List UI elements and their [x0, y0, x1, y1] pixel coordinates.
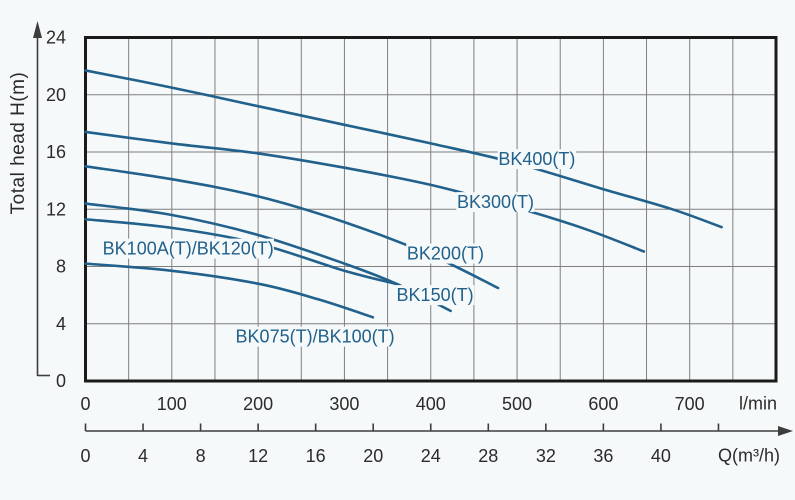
- y-axis-arrowhead: [33, 21, 42, 38]
- q-tick-label: 16: [306, 446, 326, 466]
- curve-label-bk150-t: BK150(T): [397, 285, 474, 305]
- curve-label-mask: [395, 285, 475, 306]
- x-tick-label-lmin: 600: [588, 394, 618, 414]
- x-tick-label-lmin: 100: [157, 394, 187, 414]
- q-tick-label: 36: [593, 446, 613, 466]
- q-tick-label: 32: [536, 446, 556, 466]
- curve-label-mask: [406, 243, 485, 264]
- curve-bk200-t: [84, 165, 500, 290]
- y-tick-label: 4: [56, 314, 66, 334]
- x-tick-label-lmin: 700: [675, 394, 705, 414]
- y-axis-title: Total head H(m): [8, 71, 29, 215]
- y-tick-label: 12: [46, 199, 66, 219]
- x-tick-label-lmin: 400: [416, 394, 446, 414]
- curve-bk400-t: [84, 69, 723, 229]
- q-tick-label: 24: [421, 446, 441, 466]
- curve-label-bk100a-t-bk120-t: BK100A(T)/BK120(T): [103, 239, 274, 259]
- y-tick-label: 16: [46, 142, 66, 162]
- q-tick-label: 40: [651, 446, 671, 466]
- x-axis-unit-lmin: l/min: [738, 393, 778, 414]
- curve-label-mask: [497, 149, 577, 170]
- y-tick-label: 24: [46, 28, 66, 48]
- curve-label-mask: [456, 192, 535, 213]
- x-tick-label-lmin: 200: [243, 394, 273, 414]
- curve-label-bk400-t: BK400(T): [498, 149, 575, 169]
- q-tick-label: 0: [80, 446, 90, 466]
- curve-label-bk075-t-bk100-t: BK075(T)/BK100(T): [236, 327, 395, 347]
- q-tick-label: 20: [363, 446, 383, 466]
- q-axis-arrowhead: [778, 426, 793, 436]
- q-tick-label: 4: [138, 446, 148, 466]
- curve-label-mask: [102, 238, 274, 259]
- y-tick-label: 20: [46, 85, 66, 105]
- q-tick-label: 28: [478, 446, 498, 466]
- curve-label-mask: [234, 326, 397, 347]
- curve-label-bk300-t: BK300(T): [457, 192, 534, 212]
- plot-border: [84, 36, 778, 383]
- x-tick-label-lmin: 500: [502, 394, 532, 414]
- curve-bk075-t-bk100-t: [84, 262, 375, 319]
- curve-label-bk200-t: BK200(T): [407, 244, 484, 264]
- x-axis-unit-q: Q(m³/h): [718, 445, 780, 466]
- x-tick-label-lmin: 0: [80, 394, 90, 414]
- q-tick-label: 12: [248, 446, 268, 466]
- y-tick-label: 0: [56, 371, 66, 391]
- q-tick-label: 8: [196, 446, 206, 466]
- x-tick-label-lmin: 300: [329, 394, 359, 414]
- y-tick-label: 8: [56, 257, 66, 277]
- curve-bk300-t: [84, 130, 646, 253]
